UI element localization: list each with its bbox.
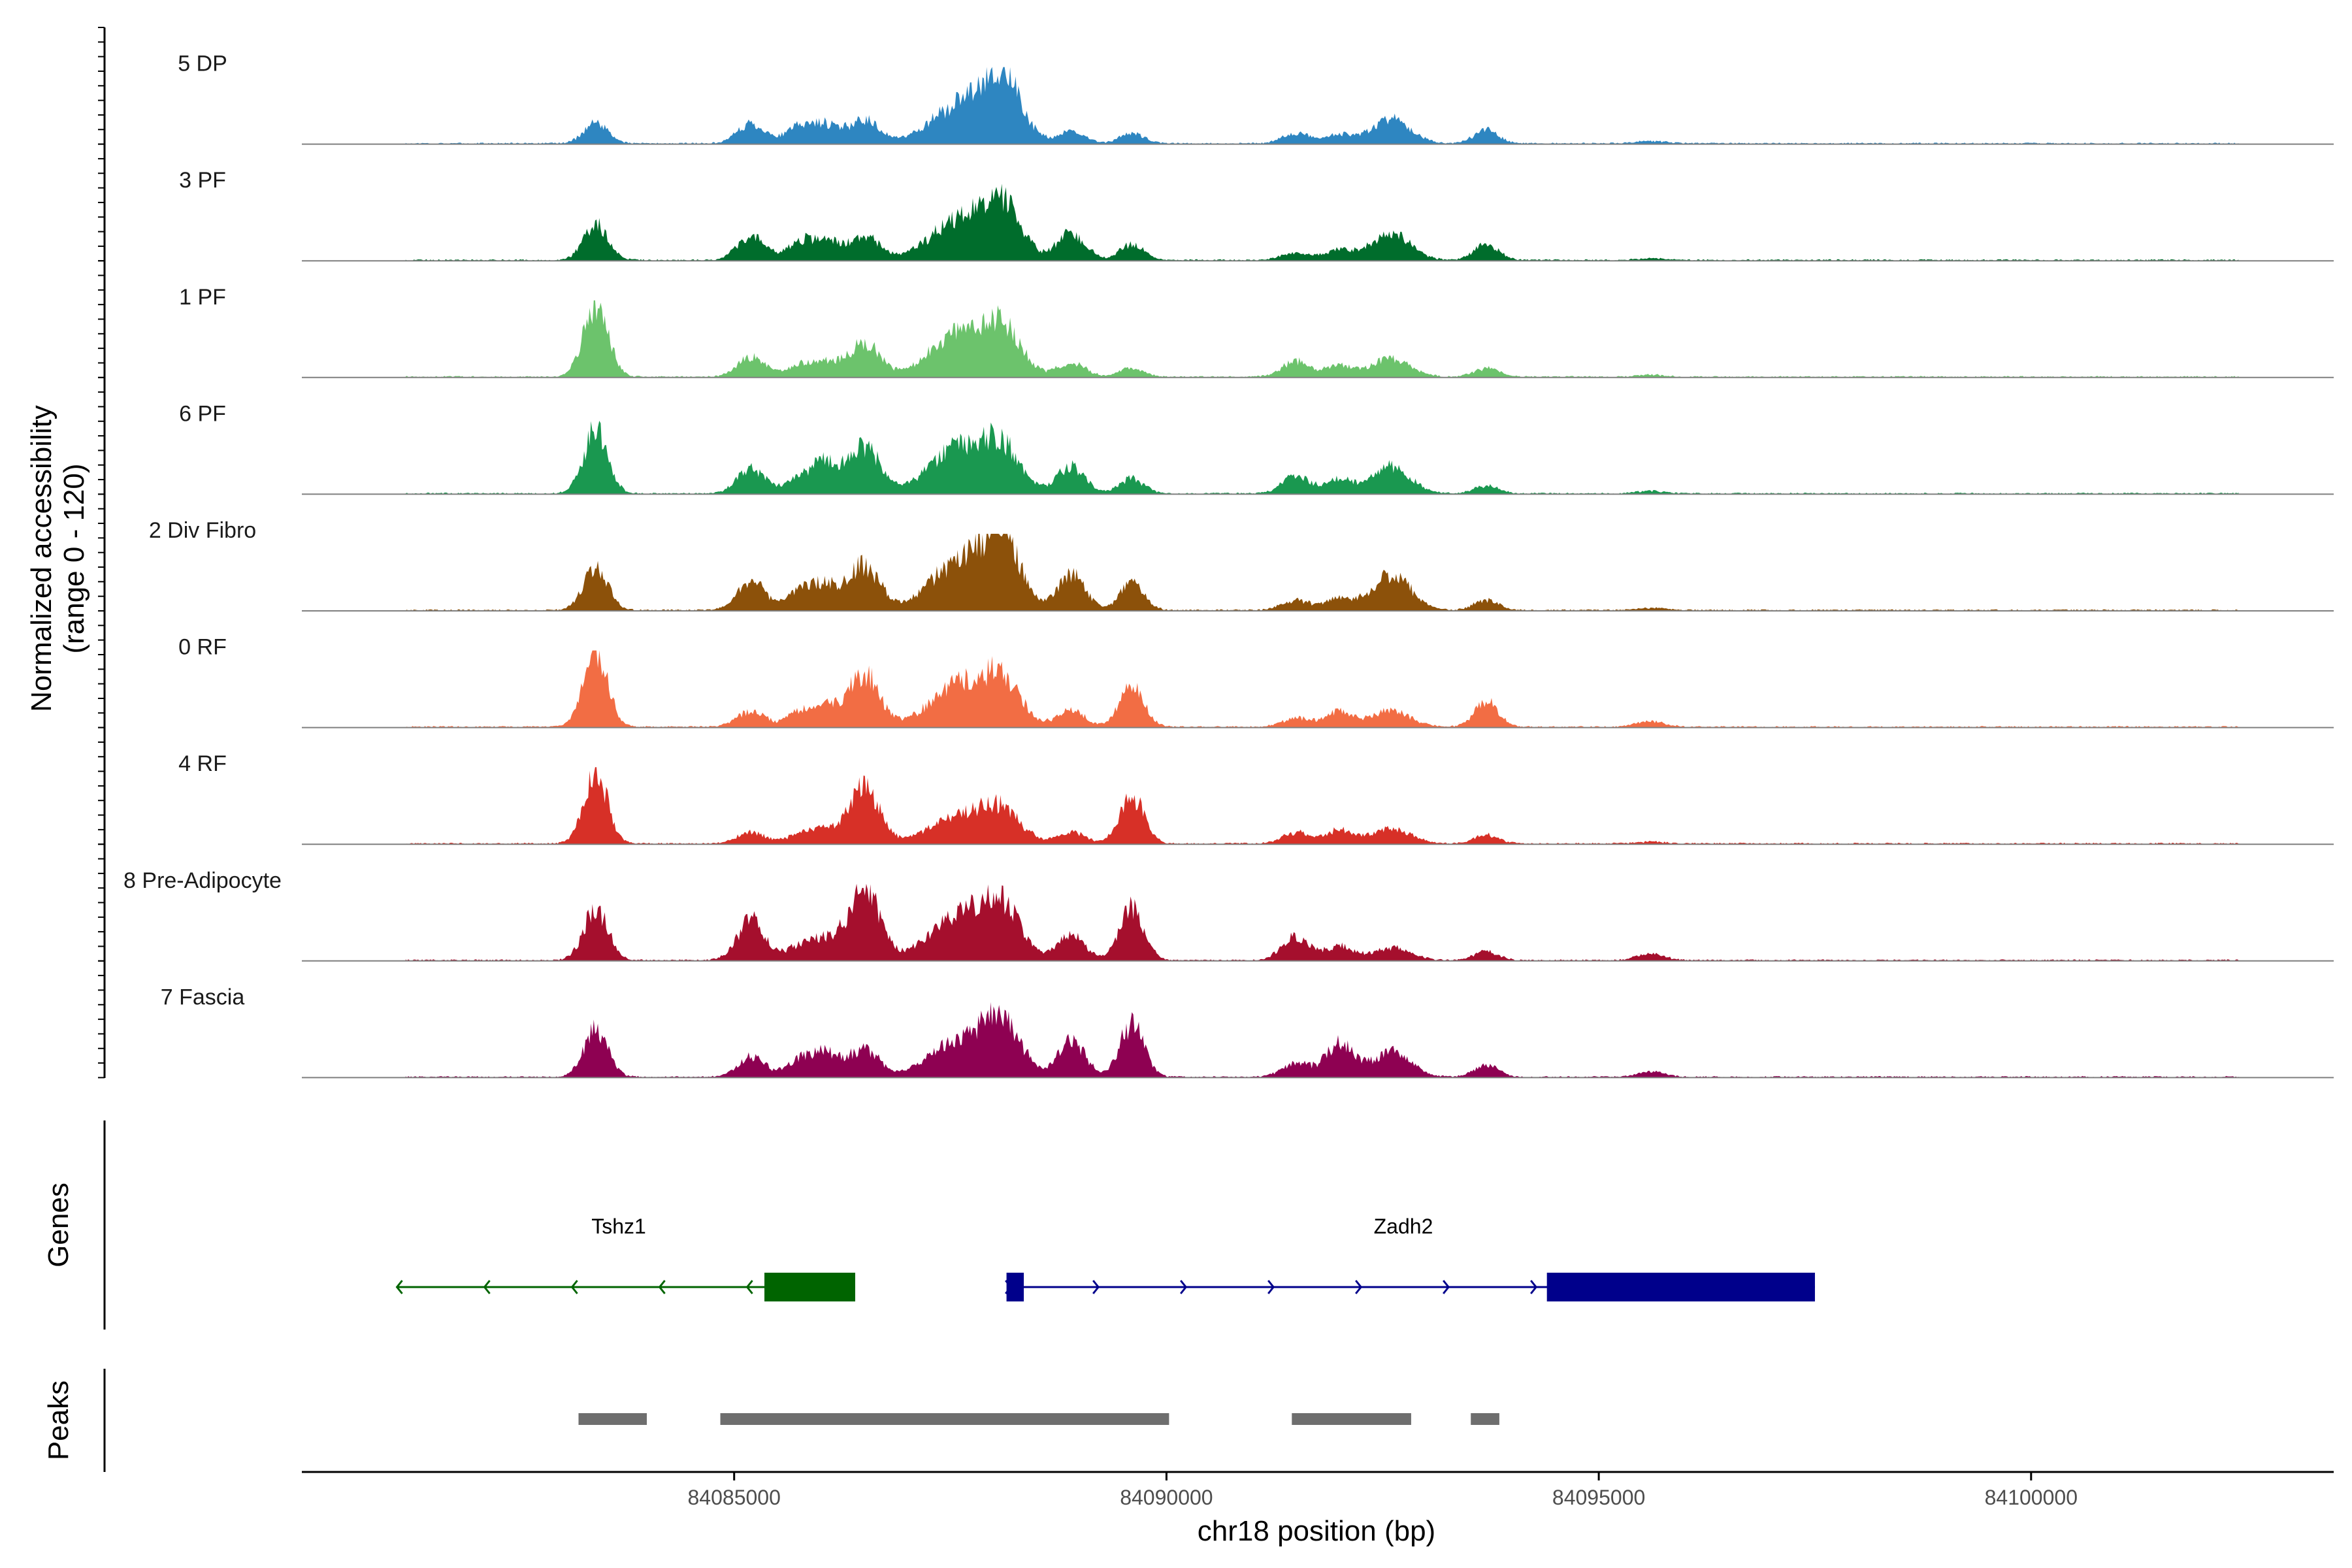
coverage-area — [405, 534, 2239, 611]
coverage-area — [405, 650, 2239, 728]
gene-label: Zadh2 — [1374, 1215, 1433, 1238]
coverage-area — [405, 767, 2239, 845]
genes-panel-title: Genes — [42, 1183, 74, 1267]
strand-arrow — [395, 1280, 403, 1294]
strand-arrow — [658, 1280, 666, 1294]
coverage-area — [405, 67, 2239, 144]
track-label: 1 PF — [179, 285, 226, 310]
x-tick-label: 84095000 — [1552, 1486, 1645, 1509]
track-2-div-fibro: 2 Div Fibro — [149, 518, 2334, 612]
exon — [764, 1273, 855, 1301]
strand-arrow — [745, 1280, 753, 1294]
gene-tshz1: Tshz1 — [395, 1215, 855, 1301]
strand-arrow — [570, 1280, 578, 1294]
strand-arrow — [1092, 1280, 1100, 1294]
track-4-rf: 4 RF — [178, 751, 2334, 845]
coverage-area — [405, 421, 2239, 495]
coverage-area — [405, 1002, 2239, 1078]
track-label: 3 PF — [179, 168, 226, 193]
peak-bar — [578, 1413, 647, 1425]
strand-arrow — [1443, 1280, 1450, 1294]
coverage-area — [405, 184, 2239, 261]
peak-bar — [720, 1413, 1169, 1425]
track-7-fascia: 7 Fascia — [161, 985, 2334, 1079]
peak-annotations — [578, 1413, 1499, 1425]
exon — [1006, 1273, 1024, 1301]
track-label: 7 Fascia — [161, 985, 245, 1009]
coverage-area — [405, 883, 2239, 961]
peaks-panel-title: Peaks — [42, 1380, 74, 1460]
track-label: 0 RF — [178, 635, 227, 660]
y-axis-ticks — [98, 27, 105, 1079]
track-label: 5 DP — [178, 52, 227, 76]
gene-zadh2: Zadh2 — [1005, 1215, 1815, 1301]
strand-arrow — [483, 1280, 491, 1294]
track-6-pf: 6 PF — [179, 401, 2334, 495]
track-label: 8 Pre-Adipocyte — [123, 868, 282, 893]
y-axis-title: Normalized accessibility — [25, 405, 57, 711]
exon — [1546, 1273, 1815, 1301]
track-0-rf: 0 RF — [178, 635, 2334, 728]
x-axis-ticks: 84085000 84090000 84095000 84100000 — [688, 1472, 2078, 1509]
track-5-dp: 5 DP — [178, 52, 2334, 145]
strand-arrow — [1355, 1280, 1363, 1294]
y-axis-range: (range 0 - 120) — [58, 463, 90, 653]
peak-bar — [1471, 1413, 1499, 1425]
x-axis-title: chr18 position (bp) — [1198, 1515, 1435, 1547]
x-tick-label: 84090000 — [1120, 1486, 1213, 1509]
coverage-area — [405, 300, 2239, 378]
x-tick-label: 84100000 — [1985, 1486, 2078, 1509]
track-label: 2 Div Fibro — [149, 518, 256, 543]
track-8-pre-adipocyte: 8 Pre-Adipocyte — [123, 868, 2334, 962]
coverage-tracks: 5 DP 3 PF 1 PF 6 PF 2 Div Fibro 0 RF 4 RF 8 Pre… — [123, 52, 2334, 1079]
track-3-pf: 3 PF — [179, 168, 2334, 262]
track-label: 4 RF — [178, 751, 227, 776]
track-label: 6 PF — [179, 401, 226, 426]
strand-arrow — [1267, 1280, 1275, 1294]
track-1-pf: 1 PF — [179, 285, 2334, 378]
gene-annotations: Tshz1 Zadh2 — [395, 1215, 1815, 1301]
strand-arrow — [1530, 1280, 1538, 1294]
gene-label: Tshz1 — [591, 1215, 646, 1238]
x-tick-label: 84085000 — [688, 1486, 781, 1509]
strand-arrow — [1180, 1280, 1188, 1294]
peak-bar — [1292, 1413, 1411, 1425]
